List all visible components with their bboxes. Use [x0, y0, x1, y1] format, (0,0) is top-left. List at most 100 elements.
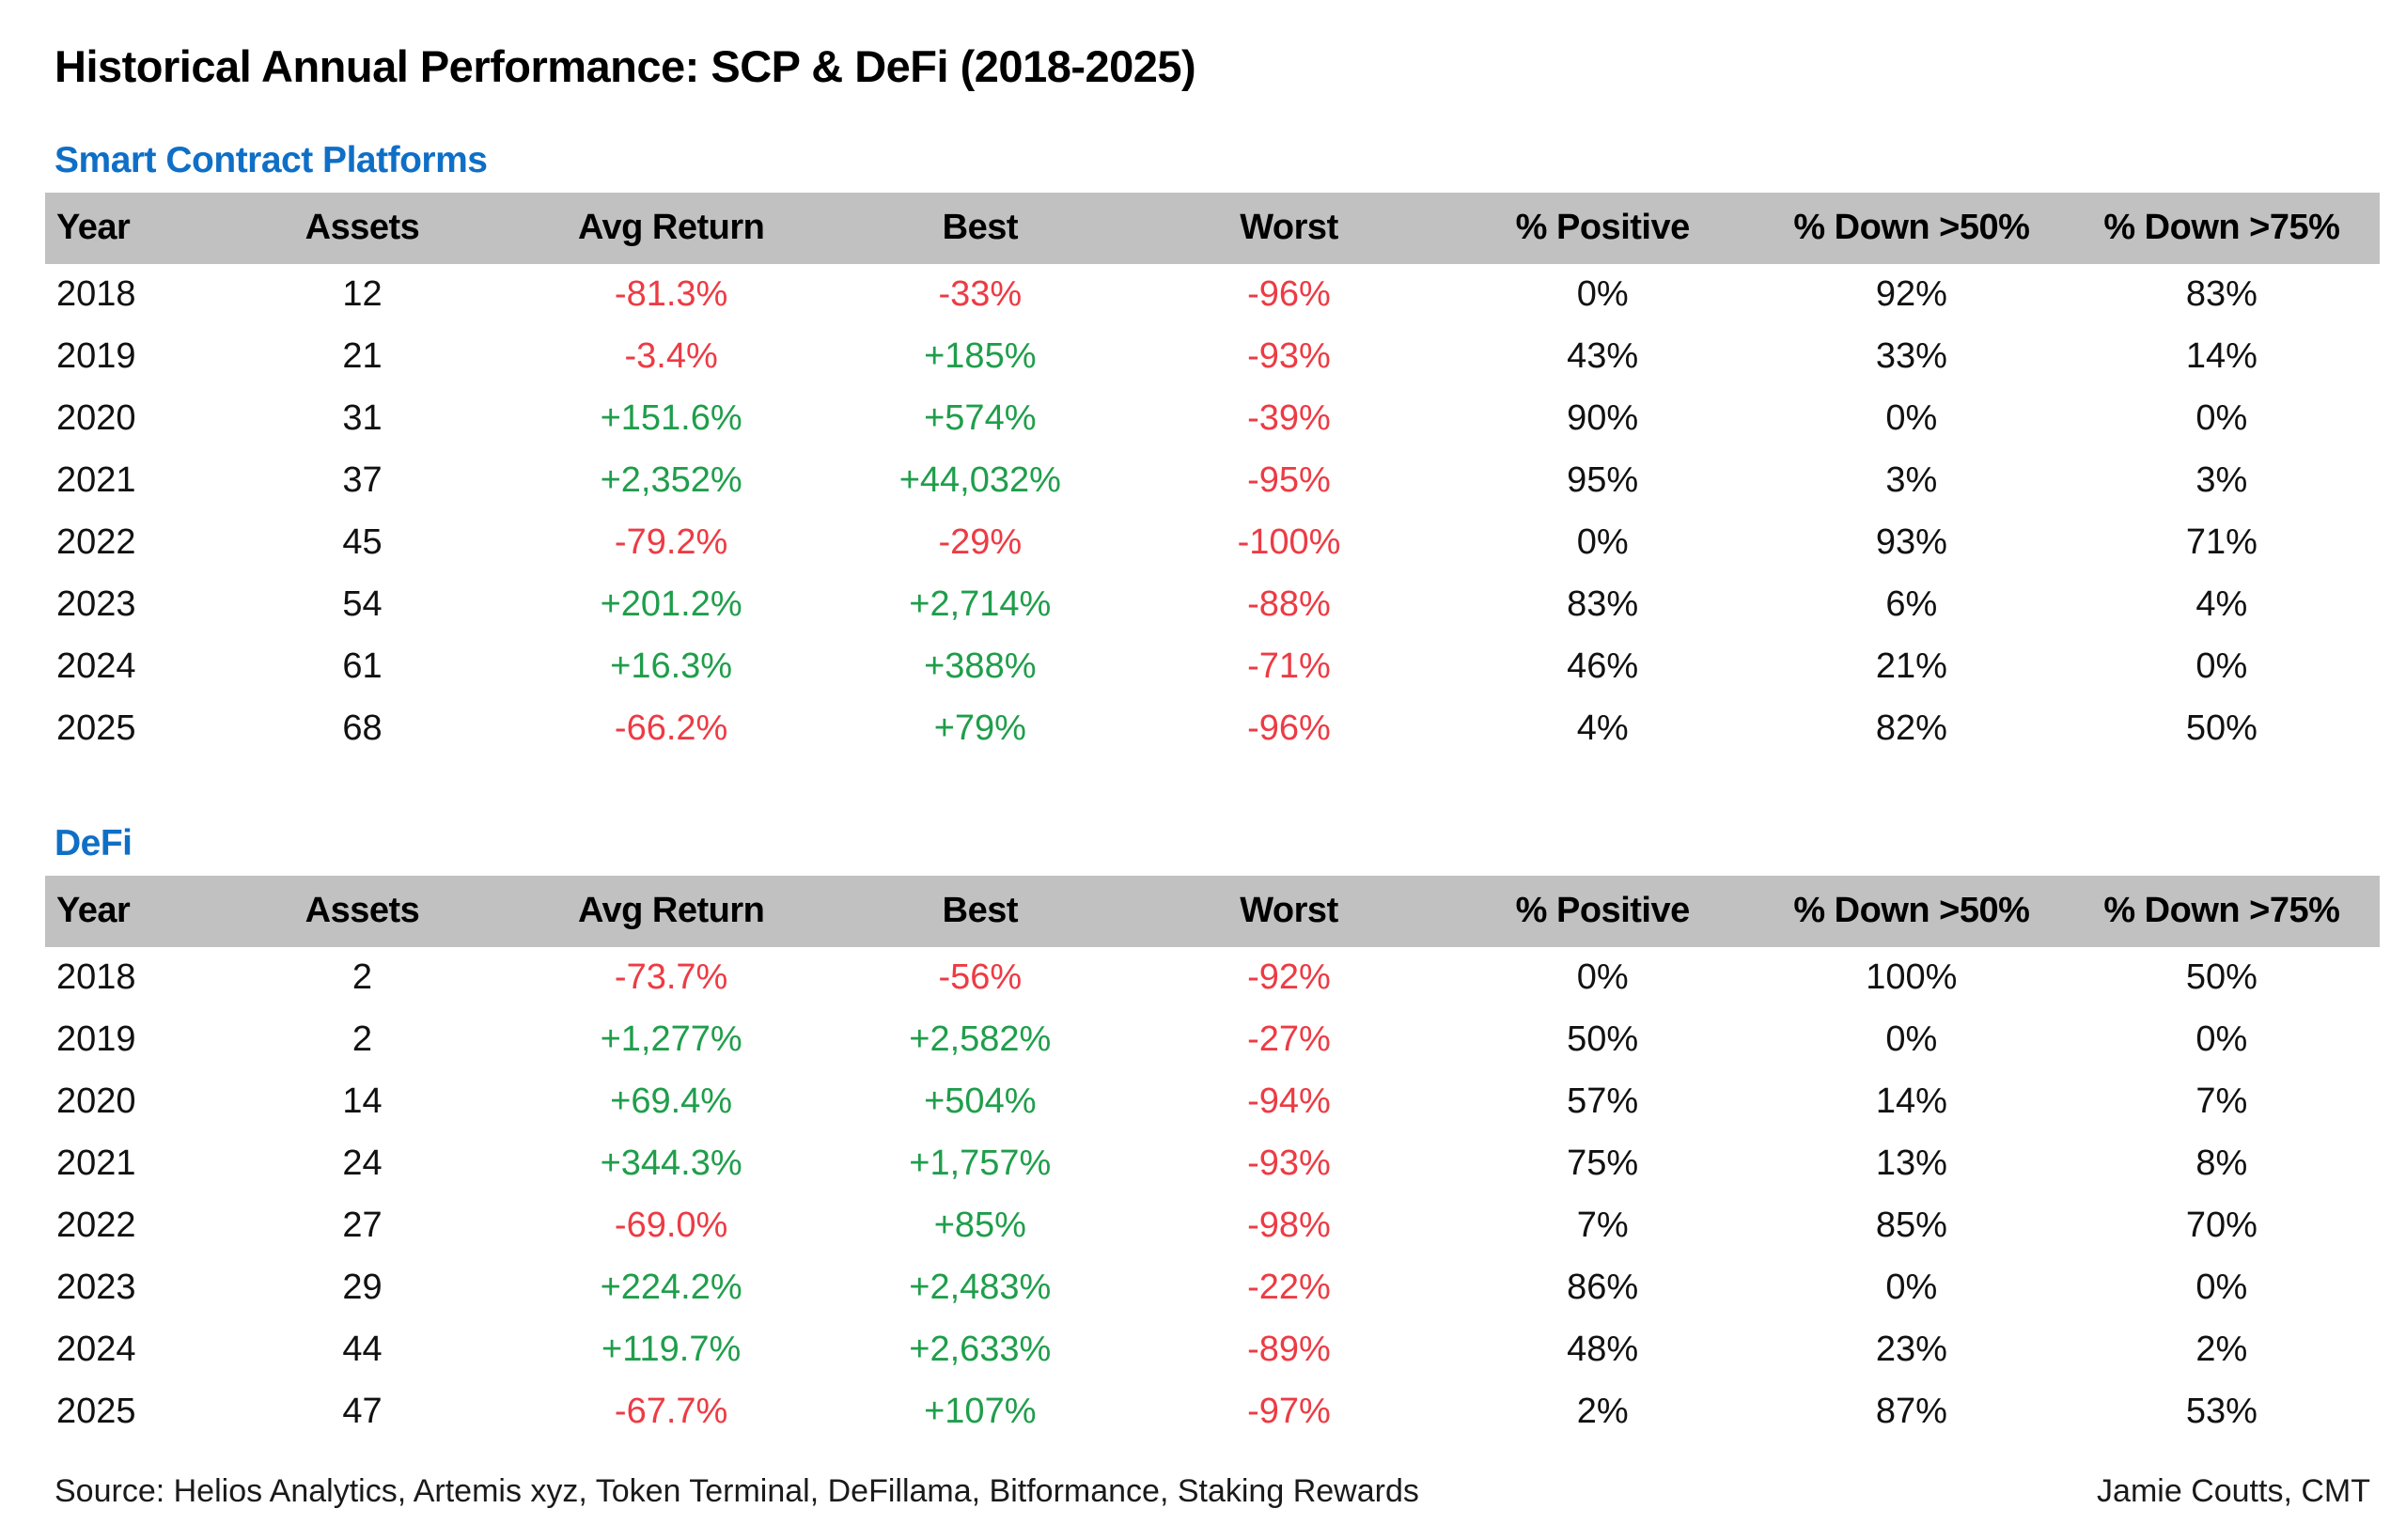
column-header: Best	[827, 192, 1133, 264]
table-body: 2018 12 -81.3% -33% -96% 0% 92% 83% 2019 21 -3.4% +…	[45, 264, 2380, 760]
cell: -96%	[1247, 274, 1331, 315]
cell: 2	[352, 957, 373, 998]
cell: +44,032%	[898, 460, 1061, 501]
cell: 2%	[1576, 1392, 1629, 1432]
page-title: Historical Annual Performance: SCP & DeF…	[55, 41, 1196, 91]
cell: +2,582%	[909, 1019, 1052, 1060]
cell: 71%	[2185, 522, 2258, 563]
cell: +1,757%	[909, 1143, 1052, 1184]
cell: 0%	[2195, 1268, 2248, 1308]
column-header: % Down >50%	[1759, 875, 2064, 947]
table-header: Year Assets Avg Return Best Worst% Positive%…	[45, 875, 2380, 947]
cell: -96%	[1247, 708, 1331, 749]
table-row: 2018 12 -81.3% -33% -96% 0% 92% 83%	[45, 264, 2380, 326]
cell: 57%	[1567, 1081, 1639, 1122]
cell: 12	[342, 274, 383, 315]
table-row: 2019 21 -3.4% +185% -93% 43% 33% 14%	[45, 326, 2380, 388]
cell: 50%	[2185, 708, 2258, 749]
section-title-smart-contract-platforms: Smart Contract Platforms	[55, 140, 488, 181]
cell: 92%	[1875, 274, 1947, 315]
column-header: Worst	[1132, 875, 1446, 947]
cell: +69.4%	[610, 1081, 733, 1122]
table-row: 2023 29 +224.2% +2,483% -22% 86% 0% 0%	[45, 1257, 2380, 1319]
cell: -73.7%	[614, 957, 728, 998]
table-row: 2025 68 -66.2% +79% -96% 4% 82% 50%	[45, 698, 2380, 760]
cell: 7%	[1576, 1206, 1629, 1246]
cell: 27	[342, 1206, 383, 1246]
cell: -89%	[1247, 1330, 1331, 1370]
cell: 100%	[1866, 957, 1958, 998]
cell: -97%	[1247, 1392, 1331, 1432]
cell: +119.7%	[602, 1330, 742, 1370]
cell: 70%	[2185, 1206, 2258, 1246]
cell: 44	[342, 1330, 383, 1370]
cell: +107%	[924, 1392, 1037, 1432]
table-row: 2024 61 +16.3% +388% -71% 46% 21% 0%	[45, 636, 2380, 698]
cell: 85%	[1875, 1206, 1947, 1246]
cell: 75%	[1567, 1143, 1639, 1184]
cell: -39%	[1247, 398, 1331, 439]
cell: +224.2%	[600, 1268, 742, 1308]
cell: +2,714%	[909, 584, 1052, 625]
cell: 2020	[56, 1081, 136, 1122]
cell: +344.3%	[600, 1143, 742, 1184]
column-header: Year	[45, 192, 211, 264]
column-header: % Positive	[1445, 192, 1760, 264]
table-row: 2021 37 +2,352% +44,032% -95% 95% 3% 3%	[45, 450, 2380, 512]
cell: +2,633%	[909, 1330, 1052, 1370]
cell: +85%	[933, 1206, 1026, 1246]
cell: +1,277%	[600, 1019, 742, 1060]
cell: 0%	[1576, 957, 1629, 998]
column-header: Avg Return	[514, 875, 828, 947]
cell: 93%	[1875, 522, 1947, 563]
table-row: 2020 14 +69.4% +504% -94% 57% 14% 7%	[45, 1071, 2380, 1133]
cell: 33%	[1875, 336, 1947, 377]
cell: 83%	[1567, 584, 1639, 625]
cell: 3%	[2195, 460, 2248, 501]
cell: +201.2%	[600, 584, 742, 625]
cell: 2	[352, 1019, 373, 1060]
cell: 14%	[1875, 1081, 1947, 1122]
cell: 0%	[1885, 1268, 1938, 1308]
table-header: Year Assets Avg Return Best Worst% Positive%…	[45, 192, 2380, 264]
smart-contract-platforms-table: Year Assets Avg Return Best Worst% Positive%…	[45, 192, 2380, 760]
cell: 4%	[1576, 708, 1629, 749]
cell: +388%	[924, 646, 1037, 687]
table-row: 2024 44 +119.7% +2,633% -89% 48% 23% 2%	[45, 1319, 2380, 1381]
cell: +79%	[933, 708, 1026, 749]
cell: -69.0%	[614, 1206, 728, 1246]
table-row: 2025 47 -67.7% +107% -97% 2% 87% 53%	[45, 1381, 2380, 1443]
cell: 0%	[1576, 522, 1629, 563]
cell: 31	[342, 398, 383, 439]
cell: +151.6%	[600, 398, 742, 439]
cell: +16.3%	[610, 646, 733, 687]
cell: 53%	[2185, 1392, 2258, 1432]
header-row: Year Assets Avg Return Best Worst% Positive%…	[45, 192, 2380, 264]
table-body: 2018 2 -73.7% -56% -92% 0% 100% 50% 2019 2 +1,277%…	[45, 947, 2380, 1443]
cell: -22%	[1247, 1268, 1331, 1308]
table-row: 2019 2 +1,277% +2,582% -27% 50% 0% 0%	[45, 1009, 2380, 1071]
table-row: 2023 54 +201.2% +2,714% -88% 83% 6% 4%	[45, 574, 2380, 636]
cell: 43%	[1567, 336, 1639, 377]
column-header: % Down >50%	[1759, 192, 2064, 264]
header-row: Year Assets Avg Return Best Worst% Positive%…	[45, 875, 2380, 947]
cell: +504%	[924, 1081, 1037, 1122]
cell: 6%	[1885, 584, 1938, 625]
cell: -66.2%	[614, 708, 728, 749]
cell: -100%	[1237, 522, 1341, 563]
cell: 90%	[1567, 398, 1639, 439]
cell: -67.7%	[614, 1392, 728, 1432]
cell: 2024	[56, 646, 136, 687]
cell: 0%	[2195, 398, 2248, 439]
cell: 0%	[1885, 398, 1938, 439]
cell: 2022	[56, 1206, 136, 1246]
table-row: 2020 31 +151.6% +574% -39% 90% 0% 0%	[45, 388, 2380, 450]
defi-table: Year Assets Avg Return Best Worst% Positive%…	[45, 875, 2380, 1443]
cell: -79.2%	[614, 522, 728, 563]
cell: 2%	[2195, 1330, 2248, 1370]
cell: -81.3%	[614, 274, 728, 315]
cell: 8%	[2195, 1143, 2248, 1184]
cell: 45	[342, 522, 383, 563]
cell: 2024	[56, 1330, 136, 1370]
cell: -88%	[1247, 584, 1331, 625]
